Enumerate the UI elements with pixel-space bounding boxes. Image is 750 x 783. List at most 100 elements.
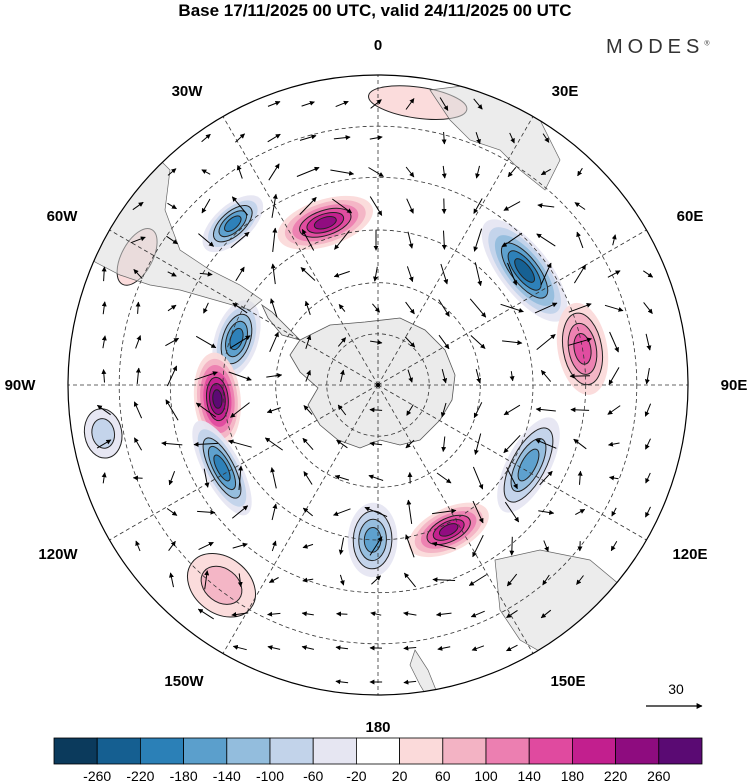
- wind-arrow: [133, 401, 143, 419]
- wind-arrow: [441, 165, 447, 179]
- meridian-line: [109, 229, 379, 386]
- wind-arrow: [199, 271, 213, 277]
- colorbar-swatch: [53, 737, 98, 765]
- anomaly-contour: [212, 389, 223, 409]
- wind-arrow: [368, 167, 384, 177]
- wind-arrow: [299, 197, 317, 215]
- wind-arrow: [194, 371, 218, 381]
- wind-arrow: [130, 236, 146, 244]
- colorbar-swatch: [226, 737, 271, 765]
- colorbar-swatch: [528, 737, 573, 765]
- wind-arrow: [335, 679, 349, 685]
- wind-arrow: [575, 508, 586, 516]
- colorbar-tick-label: -220: [126, 768, 154, 783]
- wind-arrow: [470, 610, 485, 618]
- wind-arrow: [576, 231, 584, 249]
- latitude-circle: [169, 176, 587, 594]
- wind-arrow: [338, 304, 346, 312]
- wind-arrow: [643, 302, 653, 314]
- wind-arrow: [573, 438, 587, 450]
- wind-arrow: [167, 271, 177, 277]
- wind-arrow: [133, 269, 143, 279]
- wind-arrow: [336, 611, 348, 617]
- wind-arrow: [267, 133, 281, 143]
- wind-arrow: [300, 267, 316, 281]
- wind-arrow: [339, 574, 345, 586]
- wind-arrow: [236, 164, 243, 179]
- anomaly-center-6: [187, 553, 256, 618]
- colorbar-tick-label: -180: [170, 768, 198, 783]
- wind-arrow: [266, 373, 283, 379]
- wind-arrow: [301, 229, 315, 251]
- colorbar-swatch: [96, 737, 141, 765]
- wind-arrow: [270, 263, 276, 285]
- wind-arrow: [96, 439, 112, 449]
- colorbar-tick-label: 20: [392, 768, 408, 783]
- wind-arrow: [201, 133, 211, 143]
- lon-label-150e: 150E: [550, 673, 585, 690]
- meridian-line: [222, 116, 379, 386]
- colorbar-swatch: [485, 737, 530, 765]
- colorbar-tick-label: -60: [303, 768, 323, 783]
- colorbar-tick-label: 260: [647, 768, 671, 783]
- wind-arrow: [369, 135, 383, 141]
- colorbar-tick-label: 220: [604, 768, 628, 783]
- wind-arrow: [204, 570, 210, 590]
- wind-arrow: [645, 333, 652, 351]
- wind-arrow: [538, 510, 555, 515]
- colorbar-tick-label: 140: [518, 768, 542, 783]
- wind-arrow: [338, 537, 345, 555]
- wind-arrow: [267, 100, 281, 107]
- wind-arrow: [195, 335, 217, 349]
- wind-arrow: [543, 540, 549, 552]
- wind-arrow: [167, 304, 177, 312]
- logo-mark: ®: [704, 40, 710, 48]
- wind-arrow: [372, 303, 380, 313]
- wind-arrow: [267, 611, 281, 617]
- lon-label-90w: 90W: [5, 377, 37, 394]
- wind-arrow: [407, 231, 414, 249]
- wind-arrow: [167, 168, 177, 176]
- graticule: [68, 75, 688, 695]
- wind-arrow: [270, 298, 278, 318]
- colorbar-swatch: [139, 737, 184, 765]
- wind-arrow: [201, 198, 211, 214]
- anomaly-contour: [517, 448, 540, 482]
- wind-arrow: [370, 99, 382, 109]
- wind-arrow: [101, 335, 107, 349]
- meridian-line: [377, 229, 647, 386]
- map-title: Base 17/11/2025 00 UTC, valid 24/11/2025…: [178, 1, 572, 20]
- wind-arrow: [405, 534, 415, 558]
- wind-arrow: [475, 368, 482, 384]
- wind-arrow: [439, 97, 449, 111]
- wind-arrow: [573, 264, 587, 284]
- wind-arrow: [268, 577, 279, 583]
- wind-arrow: [503, 404, 521, 416]
- colorbar-tick-label: -20: [346, 768, 366, 783]
- wind-arrow: [303, 471, 313, 485]
- colorbar-swatch: [399, 737, 444, 765]
- wind-arrow: [607, 270, 621, 278]
- lon-label-30w: 30W: [172, 83, 204, 100]
- wind-arrow: [101, 472, 107, 484]
- wind-arrow: [471, 645, 485, 651]
- meridian-line: [377, 384, 647, 541]
- lon-label-120w: 120W: [38, 546, 78, 563]
- wind-arrow: [609, 475, 619, 481]
- wind-arrow: [370, 611, 382, 617]
- wind-arrow: [302, 437, 314, 451]
- colorbar-tick-label: -100: [256, 768, 284, 783]
- wind-arrow: [540, 168, 551, 176]
- wind-arrow: [166, 365, 178, 387]
- colorbar-swatch: [312, 737, 357, 765]
- wind-arrow: [229, 335, 251, 349]
- wind-arrow: [135, 335, 142, 349]
- wind-arrow: [198, 233, 214, 247]
- wind-arrow: [509, 536, 515, 556]
- anomaly-contour: [224, 215, 242, 232]
- wind-arrow: [472, 500, 484, 524]
- wind-arrow: [406, 198, 414, 214]
- wind-arrow: [264, 437, 283, 451]
- wind-arrow: [645, 472, 651, 484]
- wind-arrow: [473, 402, 483, 419]
